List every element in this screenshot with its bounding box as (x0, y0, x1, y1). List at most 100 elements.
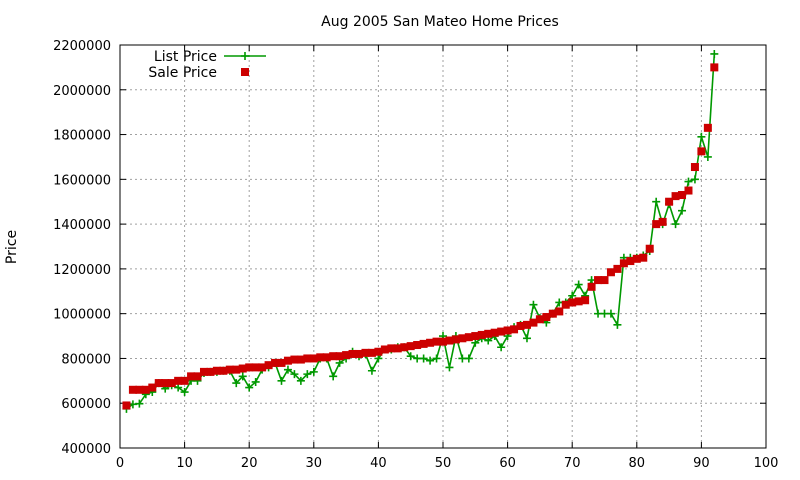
sale-price-point (645, 244, 654, 253)
sale-price-point (639, 253, 648, 262)
sale-price-point (348, 349, 357, 358)
sale-price-point (684, 186, 693, 195)
sale-price-point (632, 254, 641, 263)
y-tick-label: 2200000 (53, 39, 111, 54)
y-axis-label: Price (4, 230, 20, 264)
sale-price-point (122, 401, 131, 410)
sale-price-point (141, 385, 150, 394)
list-price-point (303, 370, 312, 379)
x-tick-label: 30 (306, 456, 323, 471)
sale-price-point (277, 358, 286, 367)
list-price-point (684, 177, 693, 186)
x-tick-label: 50 (435, 456, 452, 471)
axis-ticks: 0 10 20 30 40 50 60 70 80 90 100 400000 600000 800000… (53, 39, 778, 471)
list-price-point (703, 152, 712, 161)
sale-price-point (180, 376, 189, 385)
sale-price-point (451, 335, 460, 344)
sale-price-point (271, 358, 280, 367)
sale-price-point (335, 352, 344, 361)
sale-price-point (471, 332, 480, 341)
sale-price-point (490, 328, 499, 337)
list-price-point (232, 379, 241, 388)
sale-price-point (426, 338, 435, 347)
sale-price-point (606, 268, 615, 277)
sale-price-point (458, 334, 467, 343)
sale-price-point (413, 341, 422, 350)
sale-price-point (574, 297, 583, 306)
list-price-point (497, 343, 506, 352)
legend-item-sale-price: Sale Price (148, 65, 249, 81)
list-price-point (374, 354, 383, 363)
sale-price-point (587, 282, 596, 291)
sale-price-point (594, 276, 603, 285)
sale-price-point (529, 318, 538, 327)
y-tick-label: 1400000 (53, 218, 111, 233)
sale-price-series (122, 63, 719, 410)
sale-price-point (477, 330, 486, 339)
sale-price-point (393, 344, 402, 353)
sale-price-point (258, 363, 267, 372)
sale-price-point (322, 353, 331, 362)
y-tick-label: 1200000 (53, 263, 111, 278)
sale-price-point (206, 367, 215, 376)
sale-price-point (193, 372, 202, 381)
sale-price-point (522, 320, 531, 329)
list-price-point (309, 367, 318, 376)
list-price-point (690, 175, 699, 184)
y-tick-label: 400000 (61, 442, 111, 457)
sale-price-point (283, 356, 292, 365)
list-price-point (613, 320, 622, 329)
sale-price-point (154, 379, 163, 388)
sale-price-point (600, 276, 609, 285)
list-price-point (283, 365, 292, 374)
list-price-point (367, 366, 376, 375)
sale-price-point (290, 355, 299, 364)
sale-price-point (316, 353, 325, 362)
sale-price-point (361, 348, 370, 357)
sale-price-point (535, 315, 544, 324)
legend-swatch-marker (241, 68, 249, 76)
list-price-point (419, 354, 428, 363)
x-tick-label: 70 (564, 456, 581, 471)
sale-price-point (296, 355, 305, 364)
y-tick-label: 800000 (61, 352, 111, 367)
sale-price-point (355, 349, 364, 358)
x-tick-label: 0 (116, 456, 124, 471)
legend-label: List Price (154, 49, 217, 65)
sale-price-point (464, 333, 473, 342)
sale-price-point (542, 313, 551, 322)
sale-price-point (697, 147, 706, 156)
list-price-point (522, 334, 531, 343)
y-tick-label: 1000000 (53, 308, 111, 323)
y-tick-label: 2000000 (53, 84, 111, 99)
sale-price-point (516, 321, 525, 330)
list-price-point (238, 372, 247, 381)
sale-price-point (445, 336, 454, 345)
list-price-point (135, 399, 144, 408)
list-price-point (529, 300, 538, 309)
sale-price-point (367, 348, 376, 357)
sale-price-point (671, 192, 680, 201)
sale-price-point (400, 343, 409, 352)
sale-price-point (135, 385, 144, 394)
x-tick-label: 20 (241, 456, 258, 471)
sale-price-point (658, 217, 667, 226)
legend-item-list-price: List Price (154, 49, 266, 65)
list-price-point (652, 197, 661, 206)
sale-price-point (342, 351, 351, 360)
list-price-point (574, 280, 583, 289)
x-tick-label: 100 (754, 456, 779, 471)
list-price-point (277, 376, 286, 385)
sale-price-point (128, 385, 137, 394)
sale-price-point (329, 352, 338, 361)
sale-price-point (199, 367, 208, 376)
list-price-point (290, 370, 299, 379)
list-price-point (568, 291, 577, 300)
sale-price-point (484, 329, 493, 338)
sale-price-point (251, 363, 260, 372)
chart-title: Aug 2005 San Mateo Home Prices (321, 14, 559, 30)
list-price-point (671, 220, 680, 229)
sale-price-point (174, 376, 183, 385)
y-tick-label: 1600000 (53, 173, 111, 188)
